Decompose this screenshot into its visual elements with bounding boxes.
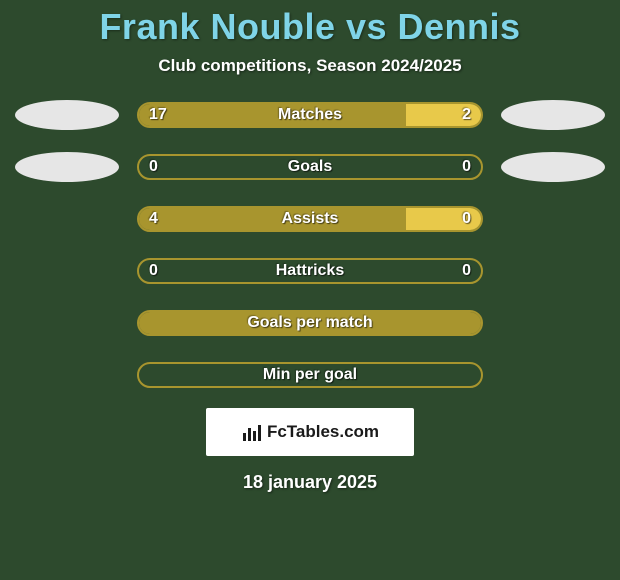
stat-bar: 00Goals — [137, 154, 483, 180]
logo-badge: FcTables.com — [206, 408, 414, 456]
logo-inner: FcTables.com — [241, 422, 379, 442]
stat-bar: 40Assists — [137, 206, 483, 232]
stat-label: Hattricks — [139, 260, 481, 282]
stat-label: Assists — [139, 208, 481, 230]
stat-label: Goals — [139, 156, 481, 178]
stat-row: 172Matches — [0, 100, 620, 130]
stat-row: 40Assists — [0, 204, 620, 234]
player-right-ellipse — [501, 100, 605, 130]
stat-row: 00Hattricks — [0, 256, 620, 286]
stat-bar: 172Matches — [137, 102, 483, 128]
stat-row: 00Goals — [0, 152, 620, 182]
player-left-ellipse — [15, 100, 119, 130]
stat-row: Goals per match — [0, 308, 620, 338]
stat-label: Goals per match — [139, 312, 481, 334]
stat-label: Matches — [139, 104, 481, 126]
stat-label: Min per goal — [139, 364, 481, 386]
stat-rows: 172Matches 00Goals 40Assists 00Hattricks Goa… — [0, 100, 620, 390]
stat-row: Min per goal — [0, 360, 620, 390]
stat-bar: Min per goal — [137, 362, 483, 388]
stat-bar: 00Hattricks — [137, 258, 483, 284]
comparison-infographic: Frank Nouble vs Dennis Club competitions… — [0, 0, 620, 493]
logo-text: FcTables.com — [267, 422, 379, 442]
subtitle: Club competitions, Season 2024/2025 — [158, 56, 461, 76]
bar-chart-icon — [241, 423, 263, 441]
date-label: 18 january 2025 — [243, 472, 377, 493]
stat-bar: Goals per match — [137, 310, 483, 336]
player-left-ellipse — [15, 152, 119, 182]
player-right-ellipse — [501, 152, 605, 182]
main-title: Frank Nouble vs Dennis — [99, 6, 520, 48]
